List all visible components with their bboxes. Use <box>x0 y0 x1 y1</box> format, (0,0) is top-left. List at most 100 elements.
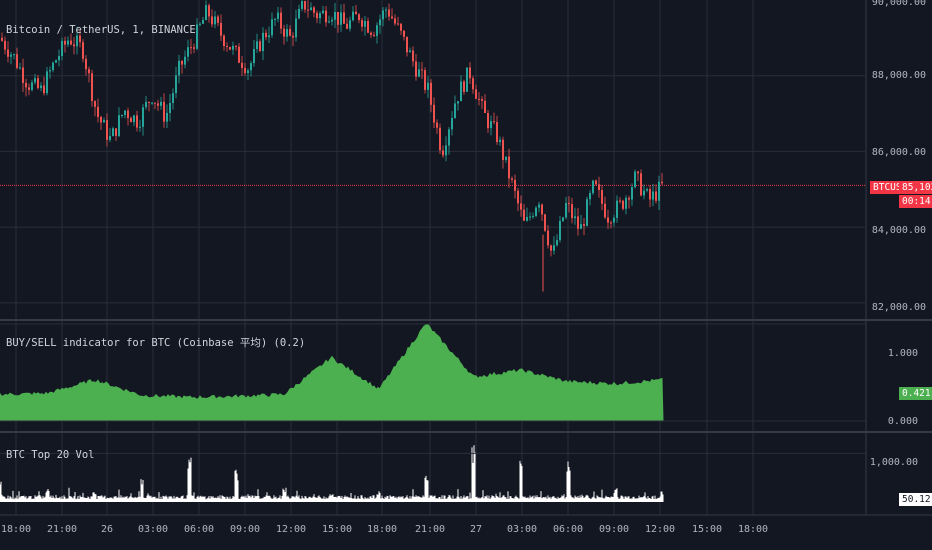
candle-body <box>4 40 6 50</box>
candle-body <box>289 29 291 36</box>
candle-body <box>658 181 660 201</box>
candle-body <box>424 70 426 90</box>
candle-body <box>187 47 189 57</box>
candle-body <box>604 203 606 218</box>
candle-body <box>634 171 636 188</box>
x-tick-label: 27 <box>469 524 483 535</box>
candle-body <box>127 110 129 118</box>
candle-body <box>334 11 336 20</box>
candle-body <box>163 101 165 122</box>
candle-body <box>394 18 396 24</box>
candle-body <box>598 184 600 191</box>
indicator-label-0: 0.000 <box>887 416 918 427</box>
candle-body <box>223 35 225 47</box>
candle-body <box>61 40 63 57</box>
candle-body <box>268 35 270 38</box>
candle-body <box>631 187 633 200</box>
candle-body <box>583 224 585 226</box>
candle-body <box>157 103 159 106</box>
candle-body <box>52 62 54 71</box>
indicator-area <box>0 323 664 422</box>
candle-body <box>427 82 429 90</box>
candle-body <box>202 20 204 24</box>
candle-body <box>643 190 645 196</box>
price-label-82000: 82,000.00 <box>871 302 926 313</box>
candle-body <box>241 62 243 68</box>
candle-body <box>511 178 513 180</box>
candle-body <box>412 50 414 62</box>
candle-body <box>433 104 435 123</box>
candle-body <box>73 44 75 47</box>
candle-body <box>370 32 372 35</box>
candle-body <box>607 217 609 223</box>
candle-body <box>40 85 42 89</box>
candle-body <box>559 220 561 241</box>
candle-body <box>247 70 249 74</box>
candle-body <box>538 204 540 208</box>
x-tick-label: 09:00 <box>229 524 261 535</box>
candle-body <box>220 22 222 36</box>
main-legend: Bitcoin / TetherUS, 1, BINANCE <box>6 24 196 36</box>
candle-body <box>139 126 141 128</box>
candle-body <box>115 128 117 136</box>
candle-body <box>238 46 240 63</box>
candle-body <box>169 103 171 113</box>
candle-body <box>7 49 9 57</box>
price-label-88000: 88,000.00 <box>871 70 926 81</box>
price-label-84000: 84,000.00 <box>871 225 926 236</box>
candle-body <box>382 10 384 20</box>
candle-body <box>109 136 111 140</box>
candle-body <box>328 21 330 23</box>
candle-body <box>352 11 354 21</box>
x-tick-label: 15:00 <box>321 524 353 535</box>
candle-body <box>442 150 444 156</box>
candle-body <box>91 73 93 102</box>
candle-body <box>295 18 297 38</box>
candle-body <box>454 103 456 118</box>
candle-body <box>133 115 135 123</box>
candle-body <box>217 16 219 23</box>
candle-body <box>121 114 123 116</box>
candle-body <box>616 200 618 218</box>
x-tick-label: 18:00 <box>0 524 32 535</box>
candle-body <box>478 98 480 100</box>
candle-body <box>190 47 192 49</box>
x-tick-label: 09:00 <box>598 524 630 535</box>
candle-body <box>610 222 612 224</box>
candle-body <box>601 190 603 204</box>
candle-body <box>103 120 105 123</box>
candle-body <box>481 98 483 101</box>
candle-body <box>118 115 120 136</box>
candle-body <box>592 180 594 194</box>
candle-body <box>337 11 339 25</box>
candle-body <box>574 216 576 219</box>
candle-body <box>145 101 147 108</box>
candle-body <box>418 69 420 77</box>
candle-body <box>649 189 651 200</box>
indicator-legend: BUY/SELL indicator for BTC (Coinbase 平均)… <box>6 337 306 349</box>
candle-body <box>25 82 27 88</box>
x-tick-label: 21:00 <box>46 524 78 535</box>
candle-body <box>154 102 156 104</box>
candle-body <box>235 45 237 47</box>
candle-body <box>274 19 276 21</box>
candle-body <box>661 181 663 184</box>
candle-body <box>376 25 378 36</box>
candle-body <box>487 113 489 129</box>
candle-body <box>652 191 654 200</box>
candle-body <box>496 122 498 143</box>
candle-body <box>37 78 39 89</box>
candle-body <box>106 120 108 140</box>
candle-body <box>304 1 306 10</box>
candle-body <box>31 82 33 90</box>
candle-body <box>469 67 471 79</box>
candle-body <box>322 10 324 14</box>
candle-body <box>373 34 375 36</box>
candle-body <box>250 63 252 71</box>
countdown-tag: 00:14 <box>899 195 932 208</box>
candle-body <box>142 107 144 127</box>
candle-body <box>448 129 450 146</box>
candle-body <box>208 5 210 17</box>
